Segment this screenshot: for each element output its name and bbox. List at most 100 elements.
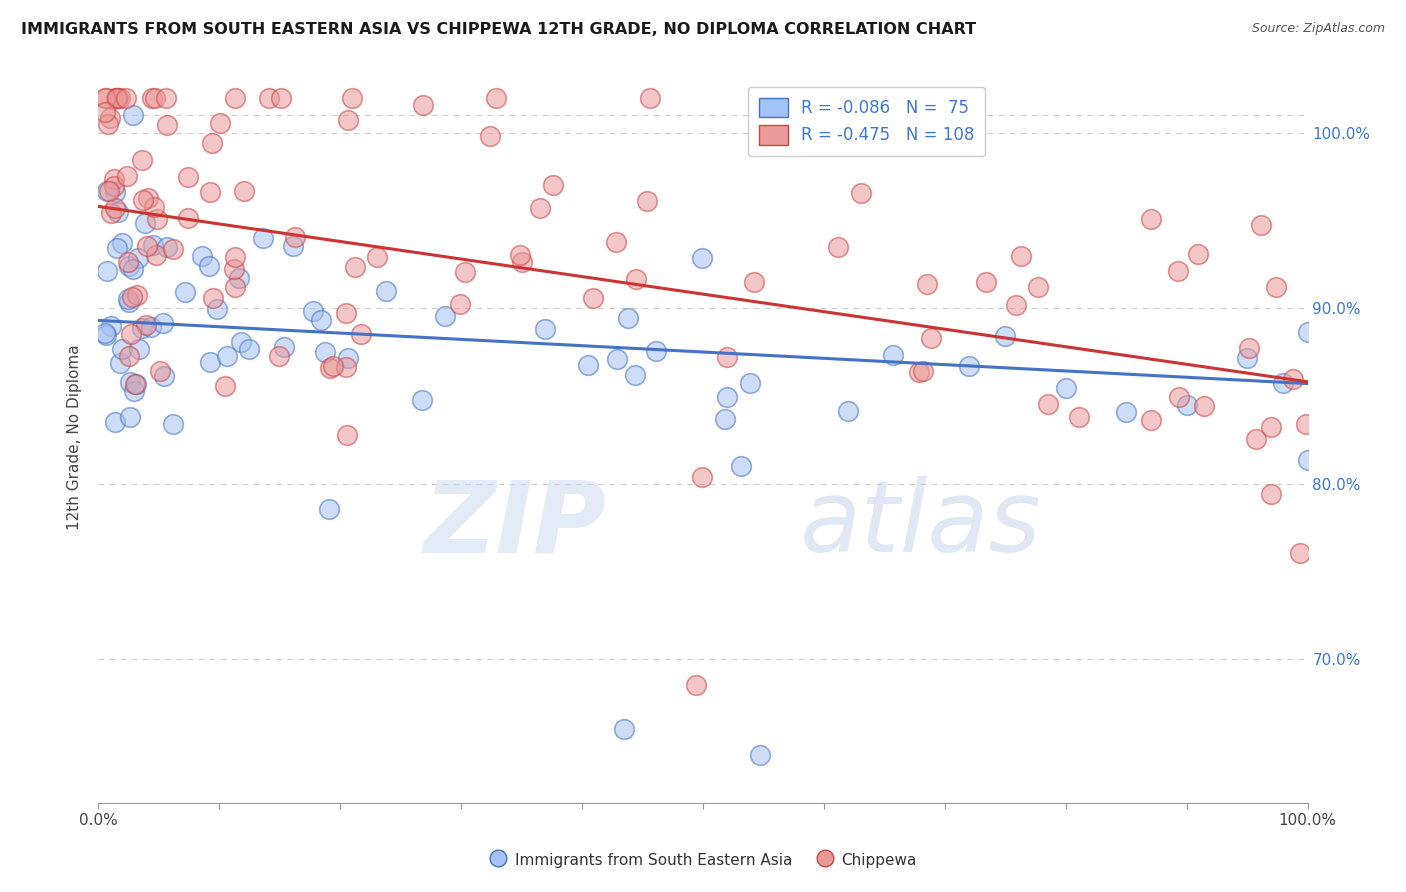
Point [156,118,179,132]
Point [134,216,156,230]
Point [103,179,125,194]
Point [1250,219,1272,233]
Point [1260,487,1282,501]
Point [1295,417,1317,431]
Point [176,211,198,225]
Point [645,343,668,358]
Point [94,90,117,104]
Point [1265,280,1288,294]
Point [217,349,239,363]
Point [1054,381,1077,395]
Point [744,275,766,289]
Point [509,248,531,262]
Point [1140,212,1163,227]
Point [1281,371,1303,385]
Point [143,200,166,214]
Point [111,342,134,356]
Point [132,194,155,208]
Point [202,291,225,305]
Text: atlas: atlas [800,476,1042,574]
Point [98,111,121,125]
Point [1005,297,1028,311]
Point [318,502,340,516]
Point [1260,420,1282,434]
Point [97,117,120,131]
Point [118,409,141,424]
Point [1192,399,1215,413]
Point [162,243,184,257]
Point [200,185,222,199]
Point [1244,432,1267,446]
Point [336,428,359,442]
Point [1187,247,1209,261]
Point [145,248,167,262]
Point [314,344,336,359]
Point [173,285,195,299]
Point [152,316,174,330]
Point [209,116,232,130]
Point [335,306,357,320]
Point [613,722,636,736]
Point [281,238,304,252]
Point [238,342,260,356]
Point [270,90,292,104]
Point [156,240,179,254]
Point [1069,410,1091,425]
Point [205,302,228,317]
Point [124,377,146,392]
Point [713,412,735,426]
Point [1167,391,1189,405]
Point [143,90,166,104]
Point [1011,249,1033,263]
Point [224,90,246,104]
Point [115,90,138,104]
Point [96,263,118,277]
Point [222,262,245,277]
Point [100,319,122,334]
Point [412,97,434,112]
Point [606,351,628,366]
Point [827,240,849,254]
Point [510,255,533,269]
Point [301,303,323,318]
Point [920,331,942,345]
Point [104,90,127,104]
Point [117,293,139,307]
Point [198,259,221,273]
Point [478,128,501,143]
Point [224,280,246,294]
Point [224,250,246,264]
Point [311,313,333,327]
Point [103,172,125,186]
Point [449,297,471,311]
Point [882,348,904,362]
Point [252,230,274,244]
Text: ZIP: ZIP [423,476,606,574]
Point [122,262,145,277]
Point [97,184,120,198]
Point [716,350,738,364]
Point [118,295,141,310]
Point [120,375,142,389]
Point [107,90,129,104]
Point [375,284,398,298]
Point [94,90,117,104]
Point [96,184,118,198]
Point [257,90,280,104]
Point [730,458,752,473]
Point [111,235,134,250]
Point [319,361,342,376]
Point [957,359,980,373]
Point [94,105,117,120]
Point [135,238,157,252]
Point [267,349,290,363]
Point [125,287,148,301]
Point [105,241,128,255]
Point [131,153,153,167]
Point [543,178,565,192]
Point [120,326,142,341]
Y-axis label: 12th Grade, No Diploma: 12th Grade, No Diploma [67,344,83,530]
Point [191,249,214,263]
Point [122,108,145,122]
Point [342,90,364,104]
